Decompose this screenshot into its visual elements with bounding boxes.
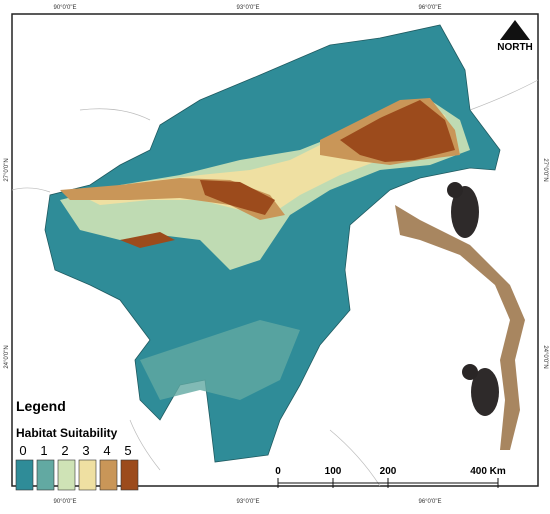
bird-head xyxy=(447,182,463,198)
scale-bar: 0 100 200 400 Km xyxy=(275,466,506,488)
north-label: NORTH xyxy=(497,42,533,53)
neighbour-borders xyxy=(11,79,539,487)
scale-label: 400 Km xyxy=(470,466,506,477)
coord-label: 24°0'0"N xyxy=(4,345,10,368)
coord-label: 96°0'0"E xyxy=(418,5,441,11)
zone-5 xyxy=(120,100,455,248)
legend-swatch xyxy=(99,459,118,491)
legend-label: 0 xyxy=(19,443,26,458)
coord-label: 96°0'0"E xyxy=(418,499,441,505)
legend-swatch xyxy=(15,459,34,491)
coord-label: 90°0'0"E xyxy=(53,499,76,505)
zone-1 xyxy=(140,320,300,400)
perch xyxy=(395,205,525,450)
coord-label: 24°0'0"N xyxy=(542,345,548,368)
legend-swatch xyxy=(36,459,55,491)
bird xyxy=(471,368,499,416)
coord-label: 27°0'0"N xyxy=(4,158,10,181)
bird xyxy=(451,186,479,238)
coord-label: 93°0'0"E xyxy=(236,499,259,505)
coord-label: 27°0'0"N xyxy=(542,158,548,181)
legend-label: 5 xyxy=(124,443,131,458)
north-arrow xyxy=(500,20,530,40)
legend-swatch xyxy=(78,459,97,491)
legend-subtitle: Habitat Suitability xyxy=(16,426,118,440)
scale-label: 200 xyxy=(380,466,397,477)
zone-4 xyxy=(60,98,460,220)
legend-label: 1 xyxy=(40,443,47,458)
legend-swatch xyxy=(57,459,76,491)
legend-label: 2 xyxy=(61,443,68,458)
legend-title: Legend xyxy=(16,398,66,414)
coord-label: 93°0'0"E xyxy=(236,5,259,11)
bird-head xyxy=(462,364,478,380)
scale-label: 100 xyxy=(325,466,342,477)
legend-label: 3 xyxy=(82,443,89,458)
legend-swatch xyxy=(120,459,139,491)
coord-label: 90°0'0"E xyxy=(53,5,76,11)
legend-label: 4 xyxy=(103,443,110,458)
coordinates: 90°0'0"E 93°0'0"E 96°0'0"E 90°0'0"E 93°0'0"E… xyxy=(4,5,548,505)
scale-label: 0 xyxy=(275,466,281,477)
